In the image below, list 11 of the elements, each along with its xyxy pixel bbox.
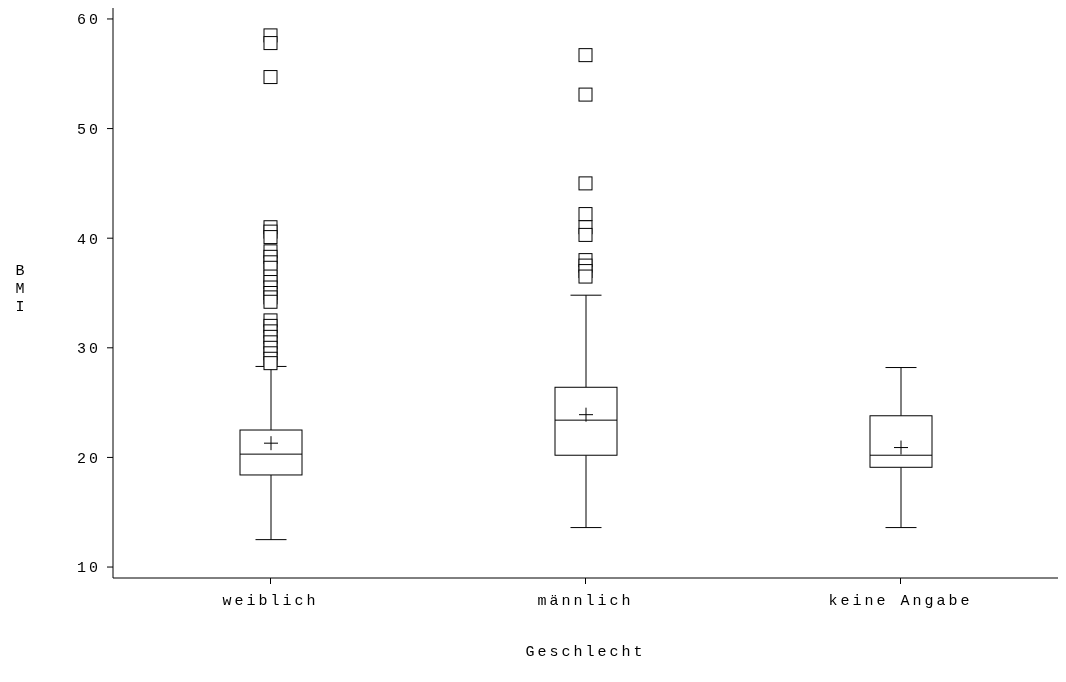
y-tick-label: 30	[76, 341, 101, 359]
y-tick-label: 60	[76, 12, 101, 30]
y-tick-label: 40	[76, 231, 101, 249]
x-tick-label: weiblich	[222, 592, 319, 610]
y-tick-label: 10	[76, 560, 101, 578]
y-axis-title: BMI	[15, 263, 25, 316]
x-axis-title: Geschlecht	[525, 644, 646, 661]
x-tick-label: keine Angabe	[828, 592, 973, 610]
x-tick-label: männlich	[537, 592, 634, 610]
y-tick-label: 20	[76, 450, 101, 468]
y-tick-label: 50	[76, 121, 101, 139]
